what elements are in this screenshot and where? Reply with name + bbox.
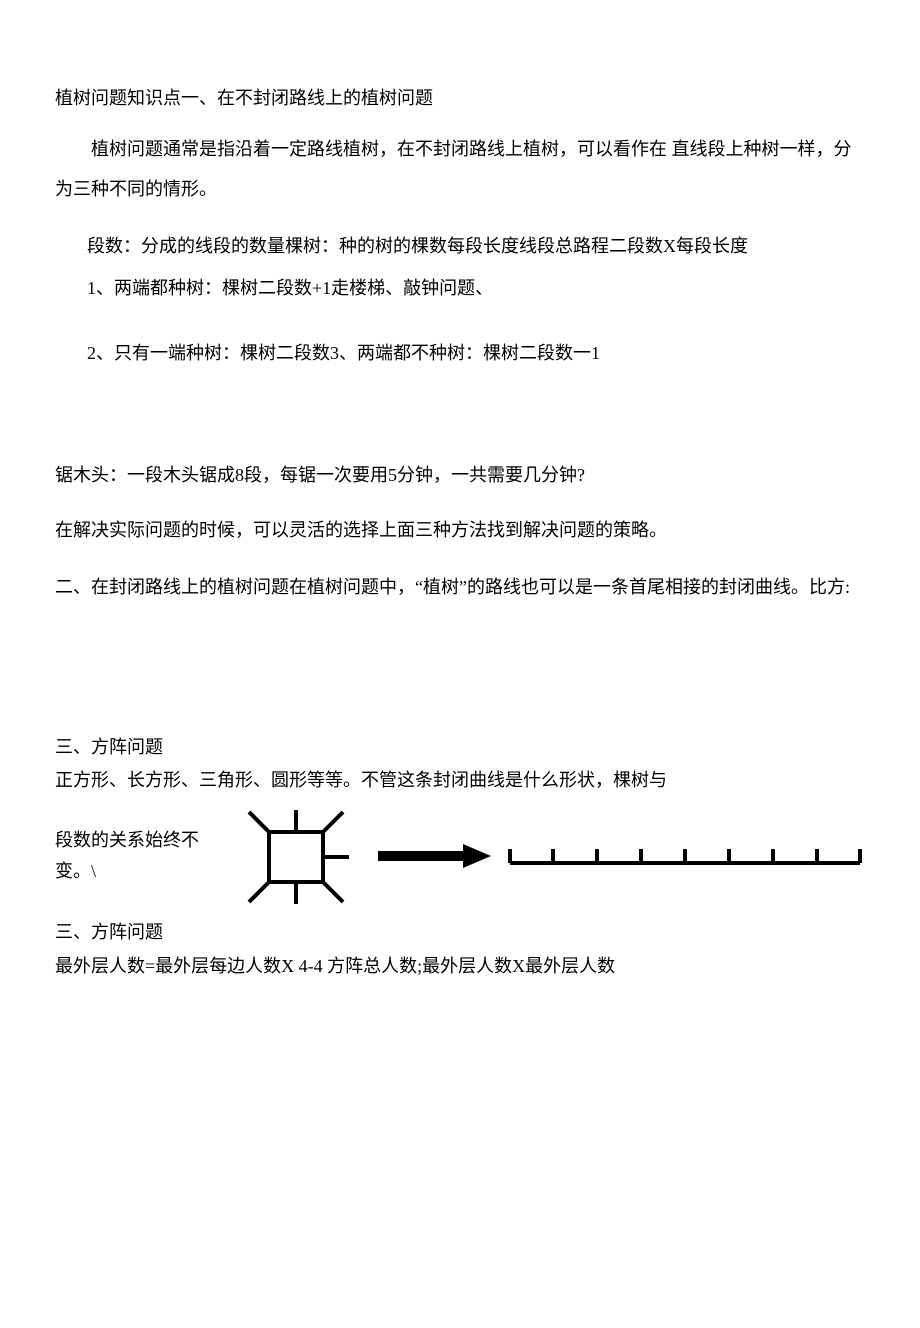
arrow-icon — [373, 841, 493, 871]
diagram-row: 段数的关系始终不变。\ — [55, 804, 865, 909]
section3-title: 三、方阵问题 — [55, 732, 865, 763]
definition-line: 段数：分成的线段的数量棵树：种的树的棵数每段长度线段总路程二段数X每段长度 — [87, 227, 865, 267]
example-line: 锯木头：一段木头锯成8段，每锯一次要用5分钟，一共需要几分钟? — [55, 462, 865, 489]
section3-text2: 段数的关系始终不变。\ — [55, 825, 219, 886]
number-line-icon — [505, 841, 865, 871]
intro-paragraph: 植树问题通常是指沿着一定路线植树，在不封闭路线上植树，可以看作在 直线段上种树一… — [55, 130, 865, 209]
title-line: 植树问题知识点一、在不封闭路线上的植树问题 — [55, 85, 865, 112]
case1-line: 1、两端都种树：棵树二段数+1走楼梯、敲钟问题、 — [87, 275, 865, 302]
section2-line: 二、在封闭路线上的植树问题在植树问题中，“植树”的路线也可以是一条首尾相接的封闭… — [55, 572, 865, 603]
section3-repeat: 三、方阵问题 — [55, 917, 865, 948]
square-burst-icon — [231, 804, 361, 909]
strategy-line: 在解决实际问题的时候，可以灵活的选择上面三种方法找到解决问题的策略。 — [55, 517, 865, 544]
formula-line: 最外层人数=最外层每边人数X 4-4 方阵总人数;最外层人数X最外层人数 — [55, 953, 865, 980]
section3-text: 正方形、长方形、三角形、圆形等等。不管这条封闭曲线是什么形状，棵树与 — [55, 765, 865, 796]
case2-line: 2、只有一端种树：棵树二段数3、两端都不种树：棵树二段数一1 — [87, 340, 865, 367]
